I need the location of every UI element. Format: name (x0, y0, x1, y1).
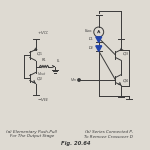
Text: $D_2$: $D_2$ (88, 44, 95, 52)
Text: $Q_1$: $Q_1$ (36, 50, 43, 58)
Circle shape (78, 79, 80, 81)
Polygon shape (96, 37, 102, 42)
Text: $V_{out}$: $V_{out}$ (37, 70, 46, 78)
Text: $I_L$: $I_L$ (56, 58, 61, 65)
Text: $-V_{EE}$: $-V_{EE}$ (37, 96, 49, 104)
Polygon shape (96, 46, 102, 51)
Text: For The Output Stage: For The Output Stage (10, 135, 54, 138)
Text: $Q_4$: $Q_4$ (122, 77, 129, 85)
Text: $V_{in}$: $V_{in}$ (70, 76, 77, 84)
Text: Fig. 20.64: Fig. 20.64 (61, 141, 91, 146)
Text: $+V_{CC}$: $+V_{CC}$ (37, 29, 49, 36)
Text: (a) Elementary Push-Pull: (a) Elementary Push-Pull (6, 130, 57, 134)
Text: $I_{bias}$: $I_{bias}$ (84, 27, 93, 35)
Text: $Q_3$: $Q_3$ (122, 50, 129, 58)
Text: $Q_2$: $Q_2$ (36, 75, 43, 83)
Text: $D_1$: $D_1$ (88, 35, 95, 43)
Text: $R_L$: $R_L$ (41, 56, 47, 64)
Text: (b) Series Connected P-: (b) Series Connected P- (85, 130, 133, 134)
Text: To Remove Crossover D: To Remove Crossover D (84, 135, 133, 138)
